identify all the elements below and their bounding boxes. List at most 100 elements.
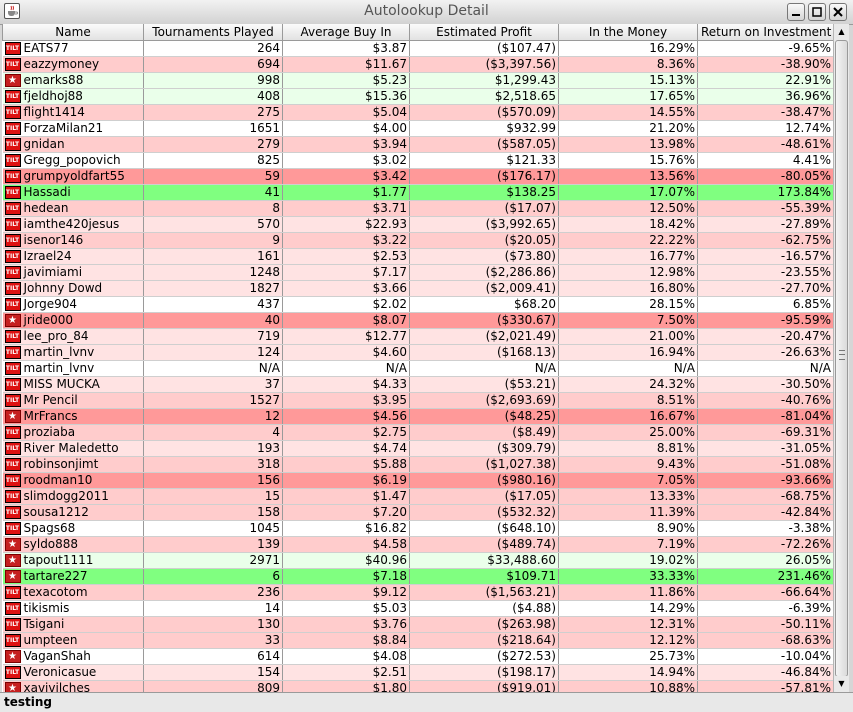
- average-buy-in-cell: $7.17: [282, 264, 410, 281]
- table-row[interactable]: River Maledetto 193$4.74($309.79)8.81%-31…: [2, 440, 833, 457]
- tournaments-played-cell: 264: [143, 40, 283, 57]
- table-row[interactable]: Mr Pencil 1527$3.95($2,693.69)8.51%-40.76…: [2, 392, 833, 409]
- table-row[interactable]: proziaba 4$2.75($8.49)25.00%-69.31%: [2, 424, 833, 441]
- table-row[interactable]: javimiami 1248$7.17($2,286.86)12.98%-23.5…: [2, 264, 833, 281]
- tilt-logo-icon: [4, 89, 21, 103]
- estimated-profit-cell: ($980.16): [409, 472, 559, 489]
- status-bar: testing: [0, 692, 853, 712]
- player-name: Hassadi: [23, 184, 71, 199]
- table-row[interactable]: Tsigani 130$3.76($263.98)12.31%-50.11%: [2, 616, 833, 633]
- table-row[interactable]: grumpyoldfart55 59$3.42($176.17)13.56%-80…: [2, 168, 833, 185]
- table-row[interactable]: ★ MrFrancs 12 $4.56 ($48.25) 16.67% -81.04%: [2, 408, 833, 425]
- estimated-profit-cell: $33,488.60: [409, 552, 559, 569]
- average-buy-in-cell: $7.20: [282, 504, 410, 521]
- column-header[interactable]: Name: [2, 24, 144, 41]
- close-button[interactable]: [829, 3, 847, 21]
- average-buy-in-cell: $2.51: [282, 664, 410, 681]
- table-row[interactable]: texacotom 236$9.12($1,563.21)11.86%-66.64…: [2, 584, 833, 601]
- player-name: gnidan: [23, 136, 65, 151]
- vertical-scrollbar[interactable]: ▲ ▼: [833, 24, 849, 692]
- table-row[interactable]: umpteen 33$8.84($218.64)12.12%-68.63%: [2, 632, 833, 649]
- table-row[interactable]: ★ syldo888 139 $4.58 ($489.74) 7.19% -72.26%: [2, 536, 833, 553]
- table-row[interactable]: lee_pro_84 719$12.77($2,021.49)21.00%-20.…: [2, 328, 833, 345]
- tournaments-played-cell: 124: [143, 344, 283, 361]
- table-row[interactable]: ★ VaganShah 614 $4.08 ($272.53) 25.73% -10.04%: [2, 648, 833, 665]
- player-name-cell: Izrael24: [2, 248, 144, 265]
- table-row[interactable]: isenor146 9$3.22($20.05)22.22%-62.75%: [2, 232, 833, 249]
- table-row[interactable]: Veronicasue 154$2.51($198.17)14.94%-46.84…: [2, 664, 833, 681]
- scroll-up-arrow-icon[interactable]: ▲: [834, 24, 849, 39]
- column-header[interactable]: Tournaments Played: [143, 24, 283, 41]
- table-row[interactable]: EATS77 264$3.87($107.47)16.29%-9.65%: [2, 40, 833, 57]
- table-row[interactable]: martin_lvnv 124$4.60($168.13)16.94%-26.63…: [2, 344, 833, 361]
- table-row[interactable]: hedean 8$3.71($17.07)12.50%-55.39%: [2, 200, 833, 217]
- table-row[interactable]: sousa1212 158$7.20($532.32)11.39%-42.84%: [2, 504, 833, 521]
- table-row[interactable]: iamthe420jesus 570$22.93($3,992.65)18.42%…: [2, 216, 833, 233]
- player-name-cell: martin_lvnv: [2, 360, 144, 377]
- in-the-money-cell: 16.67%: [558, 408, 698, 425]
- column-header[interactable]: Return on Investment: [697, 24, 833, 41]
- tournaments-played-cell: 14: [143, 600, 283, 617]
- maximize-button[interactable]: [808, 3, 826, 21]
- tournaments-played-cell: 809: [143, 680, 283, 692]
- table-row[interactable]: ★ jride000 40 $8.07 ($330.67) 7.50% -95.59%: [2, 312, 833, 329]
- table-row[interactable]: gnidan 279$3.94($587.05)13.98%-48.61%: [2, 136, 833, 153]
- player-name-cell: Jorge904: [2, 296, 144, 313]
- player-name-cell: Veronicasue: [2, 664, 144, 681]
- roi-cell: -40.76%: [697, 392, 833, 409]
- average-buy-in-cell: $4.00: [282, 120, 410, 137]
- table-row[interactable]: eazzymoney 694$11.67($3,397.56)8.36%-38.9…: [2, 56, 833, 73]
- average-buy-in-cell: $6.19: [282, 472, 410, 489]
- table-row[interactable]: slimdogg2011 15$1.47($17.05)13.33%-68.75%: [2, 488, 833, 505]
- average-buy-in-cell: $4.56: [282, 408, 410, 425]
- average-buy-in-cell: $22.93: [282, 216, 410, 233]
- tilt-logo-icon: [4, 521, 21, 535]
- table-row[interactable]: tikismis 14$5.03($4.88)14.29%-6.39%: [2, 600, 833, 617]
- scroll-down-arrow-icon[interactable]: ▼: [834, 676, 849, 691]
- player-name: Izrael24: [23, 248, 72, 263]
- table-row[interactable]: flight1414 275$5.04($570.09)14.55%-38.47%: [2, 104, 833, 121]
- minimize-button[interactable]: [787, 3, 805, 21]
- roi-cell: 12.74%: [697, 120, 833, 137]
- player-name: fjeldhoj88: [23, 88, 83, 103]
- player-name-cell: isenor146: [2, 232, 144, 249]
- table-row[interactable]: ★ tapout1111 2971 $40.96 $33,488.60 19.02% 26.…: [2, 552, 833, 569]
- in-the-money-cell: 12.50%: [558, 200, 698, 217]
- player-name-cell: martin_lvnv: [2, 344, 144, 361]
- column-header[interactable]: In the Money: [558, 24, 698, 41]
- player-name: MrFrancs: [23, 408, 78, 423]
- table-row[interactable]: ★ tartare227 6 $7.18 $109.71 33.33% 231.46%: [2, 568, 833, 585]
- average-buy-in-cell: $16.82: [282, 520, 410, 537]
- table-row[interactable]: ★ xavivilches 809 $1.80 ($919.01) 10.88% -57.8…: [2, 680, 833, 692]
- in-the-money-cell: 16.94%: [558, 344, 698, 361]
- average-buy-in-cell: $11.67: [282, 56, 410, 73]
- tournaments-played-cell: 59: [143, 168, 283, 185]
- tournaments-played-cell: 408: [143, 88, 283, 105]
- column-header[interactable]: Estimated Profit: [409, 24, 559, 41]
- table-row[interactable]: ★ emarks88 998 $5.23 $1,299.43 15.13% 22.91%: [2, 72, 833, 89]
- column-header[interactable]: Average Buy In: [282, 24, 410, 41]
- player-name: iamthe420jesus: [23, 216, 120, 231]
- table-row[interactable]: Izrael24 161$2.53($73.80)16.77%-16.57%: [2, 248, 833, 265]
- estimated-profit-cell: $68.20: [409, 296, 559, 313]
- table-row[interactable]: robinsonjimt 318$5.88($1,027.38)9.43%-51.…: [2, 456, 833, 473]
- scrollbar-thumb[interactable]: [835, 40, 848, 677]
- player-name-cell: ★ xavivilches: [2, 680, 144, 692]
- table-row[interactable]: Johnny Dowd 1827$3.66($2,009.41)16.80%-27…: [2, 280, 833, 297]
- estimated-profit-cell: ($17.07): [409, 200, 559, 217]
- average-buy-in-cell: $1.47: [282, 488, 410, 505]
- tournaments-played-cell: 1045: [143, 520, 283, 537]
- tilt-logo-icon: [4, 153, 21, 167]
- table-row[interactable]: MISS MUCKA 37$4.33($53.21)24.32%-30.50%: [2, 376, 833, 393]
- tilt-logo-icon: [4, 665, 21, 679]
- table-row[interactable]: roodman10 156$6.19($980.16)7.05%-93.66%: [2, 472, 833, 489]
- pokerstars-star-icon: ★: [4, 313, 21, 327]
- tournaments-played-cell: 9: [143, 232, 283, 249]
- table-row[interactable]: Spags68 1045$16.82($648.10)8.90%-3.38%: [2, 520, 833, 537]
